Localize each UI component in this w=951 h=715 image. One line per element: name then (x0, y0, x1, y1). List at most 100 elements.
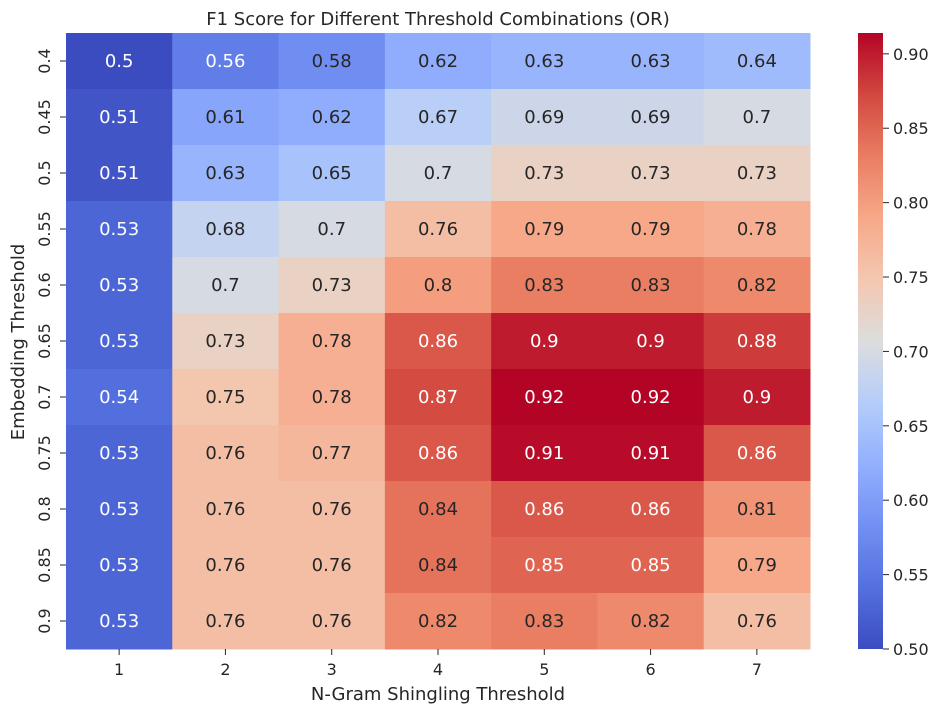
cell-value-label: 0.69 (631, 107, 671, 128)
cell-value-label: 0.86 (418, 331, 458, 352)
cell-value-label: 0.79 (524, 219, 564, 240)
cell-value-label: 0.53 (99, 331, 139, 352)
cell-value-label: 0.73 (524, 163, 564, 184)
cell-value-label: 0.64 (737, 51, 777, 72)
cell-value-label: 0.53 (99, 555, 139, 576)
cell-value-label: 0.76 (312, 555, 352, 576)
colorbar-ticks: 0.50 0.55 0.60 0.65 0.70 0.75 0.80 0.85 0.90 (883, 45, 929, 659)
cell-value-label: 0.68 (205, 219, 245, 240)
heatmap-cell (384, 201, 492, 258)
heatmap-cell (597, 257, 705, 314)
cell-value-label: 0.82 (631, 611, 671, 632)
cell-value-label: 0.76 (205, 443, 245, 464)
y-tick-label: 0.9 (35, 608, 54, 633)
heatmap-cell (597, 593, 705, 650)
heatmap-cell (66, 33, 173, 90)
heatmap-cell (384, 425, 492, 482)
heatmap-cell (384, 481, 492, 538)
x-tick-label: 7 (752, 660, 762, 679)
heatmap-cell (597, 89, 705, 146)
cell-value-label: 0.7 (424, 163, 453, 184)
cell-value-label: 0.58 (312, 51, 352, 72)
heatmap-cell (172, 33, 280, 90)
y-tick-label: 0.75 (35, 435, 54, 471)
cell-value-label: 0.7 (317, 219, 346, 240)
heatmap-cell (66, 257, 173, 314)
cell-value-label: 0.73 (312, 275, 352, 296)
heatmap-cell (597, 201, 705, 258)
cell-value-label: 0.76 (312, 499, 352, 520)
heatmap-cell (384, 593, 492, 650)
heatmap-cell (278, 33, 386, 90)
cell-value-label: 0.87 (418, 387, 458, 408)
colorbar-tick-label: 0.90 (893, 45, 929, 64)
y-tick-label: 0.8 (35, 496, 54, 521)
cell-value-label: 0.65 (312, 163, 352, 184)
heatmap-cell (384, 537, 492, 594)
colorbar-tick-label: 0.85 (893, 119, 929, 138)
cell-value-label: 0.92 (631, 387, 671, 408)
cell-value-label: 0.5 (105, 51, 134, 72)
cell-value-label: 0.7 (743, 107, 772, 128)
heatmap-cell (172, 89, 280, 146)
heatmap-cell (491, 201, 598, 258)
cell-value-label: 0.79 (737, 555, 777, 576)
cell-value-label: 0.86 (418, 443, 458, 464)
heatmap-cell (66, 145, 173, 202)
heatmap-cell (703, 257, 811, 314)
y-tick-label: 0.5 (35, 160, 54, 185)
heatmap-cell (172, 257, 280, 314)
y-tick-label: 0.55 (35, 211, 54, 247)
heatmap-cell (172, 201, 280, 258)
heatmap-cell (597, 537, 705, 594)
cell-value-label: 0.9 (636, 331, 665, 352)
cell-value-label: 0.7 (211, 275, 240, 296)
heatmap-cell (597, 425, 705, 482)
heatmap-cell (384, 257, 492, 314)
colorbar-tick-label: 0.70 (893, 342, 929, 361)
cell-value-label: 0.78 (312, 331, 352, 352)
heatmap-cell (703, 369, 811, 426)
heatmap-cell (491, 481, 598, 538)
y-tick-label: 0.85 (35, 547, 54, 583)
cell-value-label: 0.82 (418, 611, 458, 632)
heatmap-cell (491, 257, 598, 314)
cell-value-label: 0.78 (312, 387, 352, 408)
heatmap-cell (278, 201, 386, 258)
heatmap-cell (278, 313, 386, 370)
heatmap-cells: 0.5 0.56 0.58 0.62 0.63 0.63 0.64 0.51 0.61 0.62 0… (66, 33, 811, 650)
heatmap-cell (384, 89, 492, 146)
x-tick-label: 6 (645, 660, 655, 679)
heatmap-cell (172, 481, 280, 538)
heatmap-cell (703, 33, 811, 90)
x-tick-label: 4 (433, 660, 443, 679)
cell-value-label: 0.61 (205, 107, 245, 128)
heatmap-cell (66, 201, 173, 258)
heatmap-cell (278, 89, 386, 146)
heatmap-cell (597, 33, 705, 90)
cell-value-label: 0.53 (99, 611, 139, 632)
cell-value-label: 0.78 (737, 219, 777, 240)
y-tick-label: 0.4 (35, 48, 54, 73)
cell-value-label: 0.83 (524, 611, 564, 632)
cell-value-label: 0.63 (631, 51, 671, 72)
cell-value-label: 0.83 (524, 275, 564, 296)
heatmap-cell (172, 537, 280, 594)
heatmap-cell (278, 257, 386, 314)
cell-value-label: 0.81 (737, 499, 777, 520)
heatmap-cell (491, 89, 598, 146)
heatmap-cell (703, 481, 811, 538)
cell-value-label: 0.62 (312, 107, 352, 128)
heatmap-cell (66, 481, 173, 538)
cell-value-label: 0.54 (99, 387, 139, 408)
cell-value-label: 0.86 (631, 499, 671, 520)
x-tick-label: 1 (114, 660, 124, 679)
cell-value-label: 0.85 (631, 555, 671, 576)
colorbar-tick-label: 0.55 (893, 566, 929, 585)
heatmap-cell (491, 425, 598, 482)
heatmap-cell (597, 481, 705, 538)
cell-value-label: 0.79 (631, 219, 671, 240)
cell-value-label: 0.91 (524, 443, 564, 464)
heatmap-cell (491, 313, 598, 370)
cell-value-label: 0.73 (631, 163, 671, 184)
